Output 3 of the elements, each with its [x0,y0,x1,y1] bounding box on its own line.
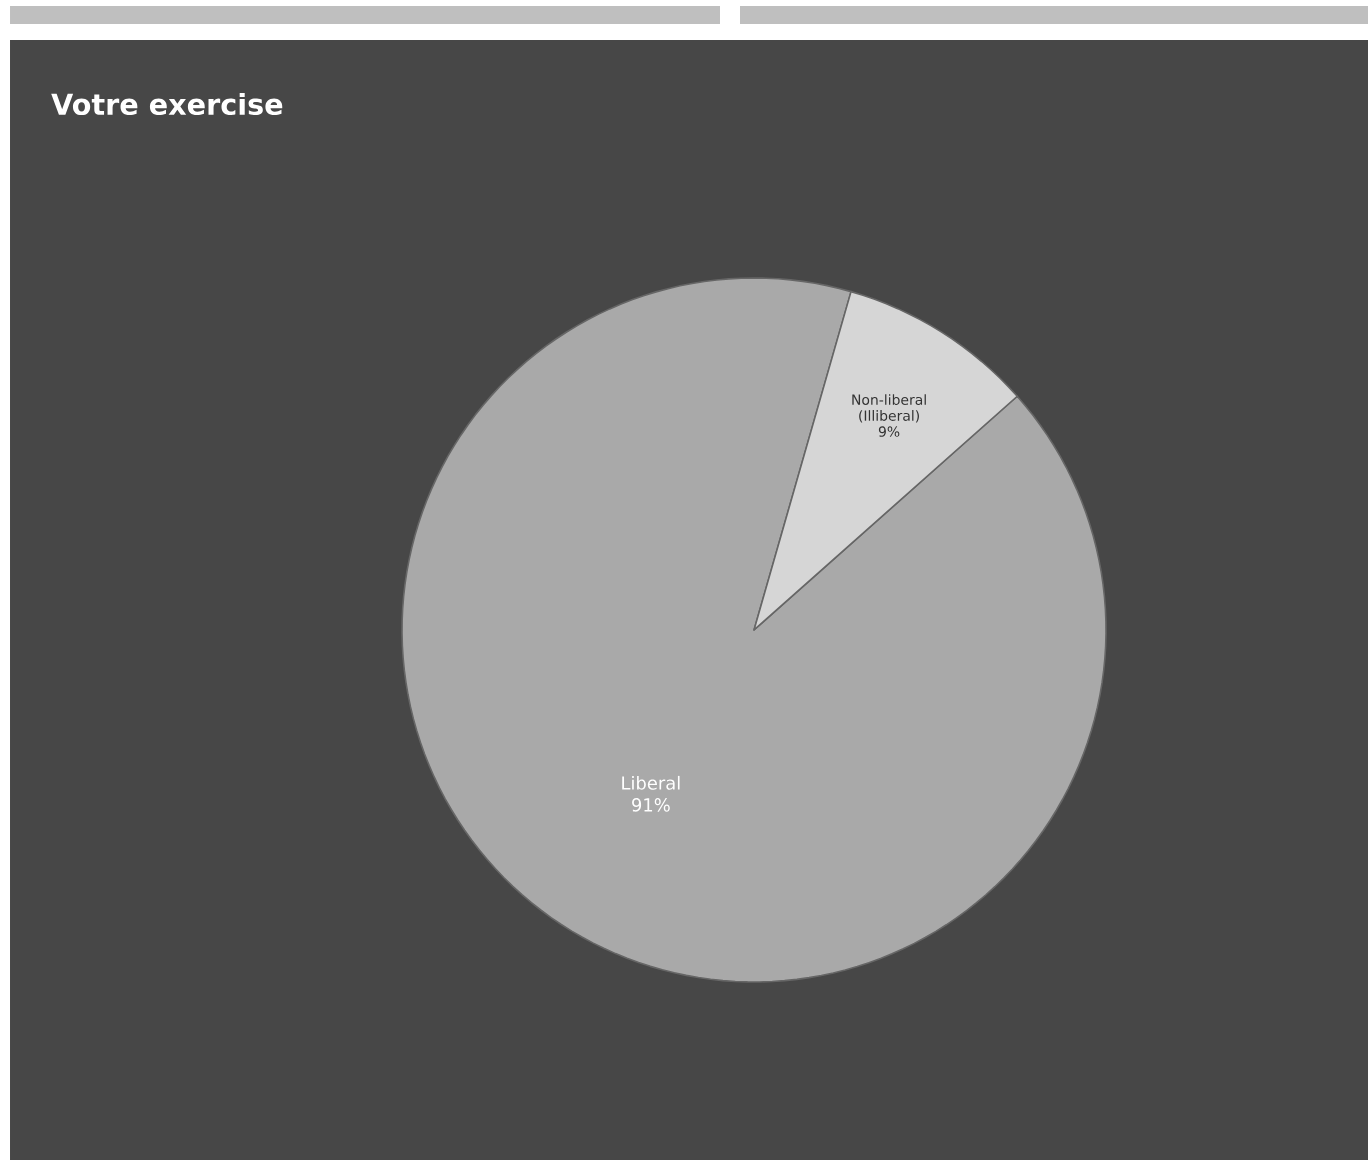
data-label: 91% [632,798,670,812]
slice-label: Liberal [622,775,680,790]
text: Votre exercise [51,92,283,116]
